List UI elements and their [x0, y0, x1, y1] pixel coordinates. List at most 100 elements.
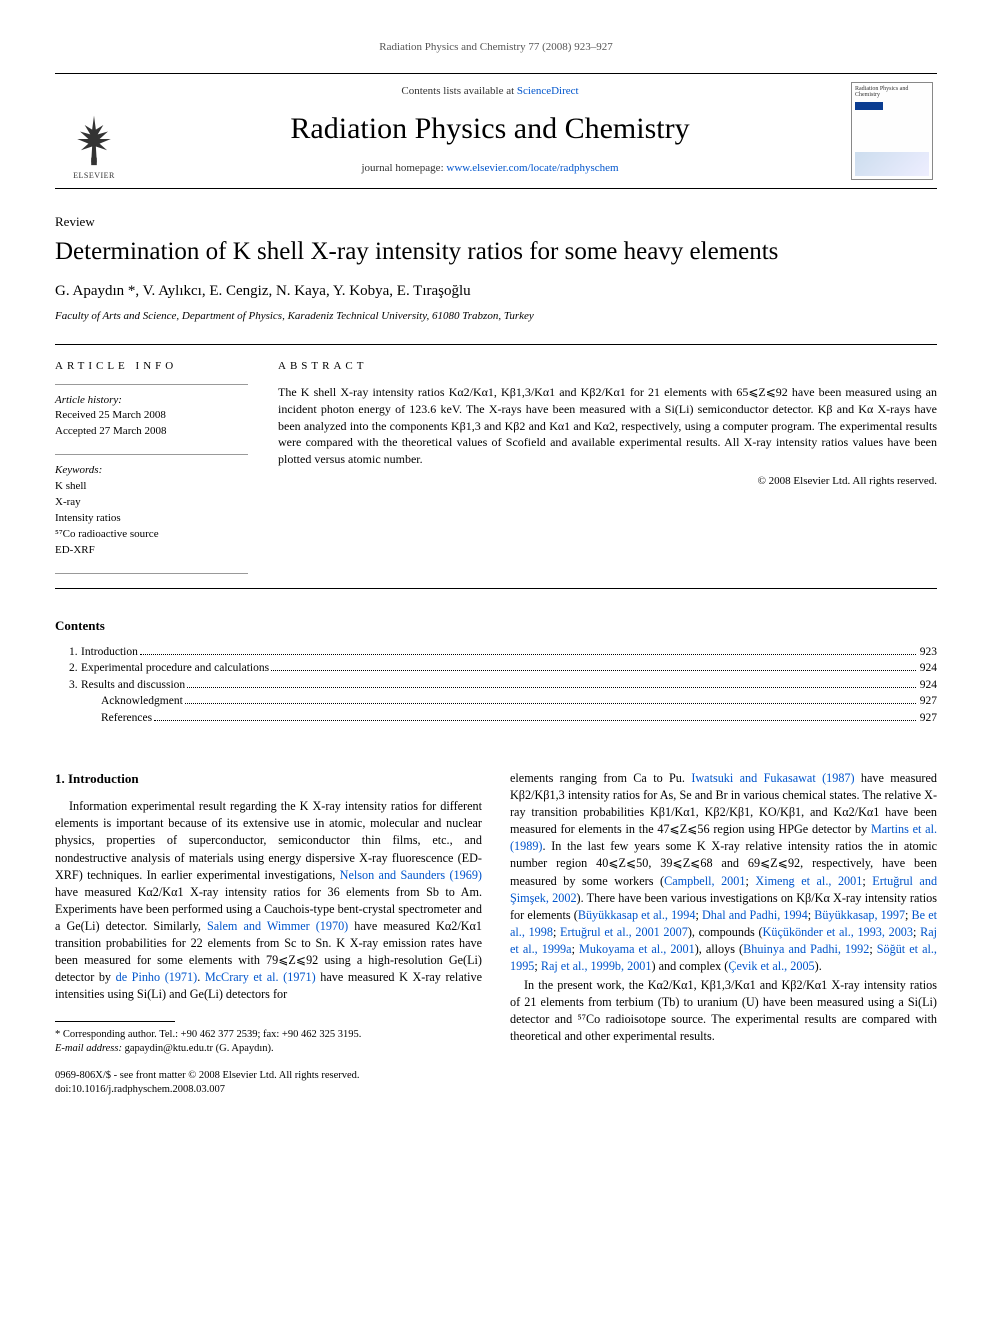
citation-link[interactable]: Bhuinya and Padhi, 1992 — [743, 942, 869, 956]
citation-link[interactable]: de Pinho (1971) — [116, 970, 198, 984]
toc-label[interactable]: Introduction — [81, 645, 138, 661]
toc-page: 924 — [920, 678, 937, 694]
text: . — [197, 970, 205, 984]
abstract-column: ABSTRACT The K shell X-ray intensity rat… — [260, 345, 937, 588]
article-info-heading: ARTICLE INFO — [55, 359, 248, 374]
accepted-date: Accepted 27 March 2008 — [55, 424, 248, 440]
cover-title: Radiation Physics and Chemistry — [855, 86, 929, 99]
citation-link[interactable]: Çevik et al., 2005 — [728, 959, 814, 973]
homepage-line: journal homepage: www.elsevier.com/locat… — [141, 161, 839, 176]
text: elements ranging from Ca to Pu. — [510, 771, 691, 785]
toc-label[interactable]: References — [101, 711, 152, 727]
toc-label[interactable]: Acknowledgment — [101, 694, 183, 710]
toc-num: 2. — [55, 661, 81, 677]
contents-prefix: Contents lists available at — [401, 85, 516, 97]
citation-link[interactable]: Ximeng et al., 2001 — [755, 874, 862, 888]
doi-line: doi:10.1016/j.radphyschem.2008.03.007 — [55, 1083, 482, 1097]
citation-link[interactable]: McCrary et al. (1971) — [205, 970, 316, 984]
article-type: Review — [55, 213, 937, 231]
toc-page: 924 — [920, 661, 937, 677]
citation-link[interactable]: Salem and Wimmer (1970) — [207, 919, 348, 933]
citation-link[interactable]: Dhal and Padhi, 1994 — [702, 908, 808, 922]
text: ), compounds ( — [688, 925, 763, 939]
sciencedirect-link[interactable]: ScienceDirect — [517, 85, 579, 97]
toc-row: Acknowledgment 927 — [55, 694, 937, 710]
keyword: K shell — [55, 479, 248, 495]
journal-cover-thumbnail: Radiation Physics and Chemistry — [851, 82, 933, 180]
citation-link[interactable]: Raj et al., 1999b, 2001 — [541, 959, 652, 973]
keyword: ED-XRF — [55, 543, 248, 559]
toc-dots — [187, 687, 916, 688]
text: ). — [815, 959, 822, 973]
toc-dots — [154, 720, 916, 721]
publisher-name: ELSEVIER — [59, 171, 129, 182]
footnotes: * Corresponding author. Tel.: +90 462 37… — [55, 1028, 482, 1056]
text: ), alloys ( — [695, 942, 743, 956]
toc-dots — [185, 703, 916, 704]
corresponding-author-note: * Corresponding author. Tel.: +90 462 37… — [55, 1028, 482, 1042]
footnote-separator — [55, 1021, 175, 1022]
text: ) and complex ( — [652, 959, 729, 973]
journal-name: Radiation Physics and Chemistry — [141, 109, 839, 150]
toc-page: 927 — [920, 711, 937, 727]
citation-link[interactable]: Mukoyama et al., 2001 — [579, 942, 695, 956]
citation-link[interactable]: Büyükkasap et al., 1994 — [578, 908, 696, 922]
toc-row: 2. Experimental procedure and calculatio… — [55, 661, 937, 677]
history-label: Article history: — [55, 393, 248, 409]
citation-link[interactable]: Campbell, 2001 — [664, 874, 745, 888]
abstract-copyright: © 2008 Elsevier Ltd. All rights reserved… — [278, 474, 937, 489]
text: ; — [553, 925, 560, 939]
article-info-column: ARTICLE INFO Article history: Received 2… — [55, 345, 260, 588]
toc-num: 1. — [55, 645, 81, 661]
toc-page: 923 — [920, 645, 937, 661]
issn-line: 0969-806X/$ - see front matter © 2008 El… — [55, 1069, 482, 1083]
toc-row: 1. Introduction 923 — [55, 645, 937, 661]
toc-row: 3. Results and discussion 924 — [55, 678, 937, 694]
front-matter-meta: 0969-806X/$ - see front matter © 2008 El… — [55, 1069, 482, 1097]
header-center: Contents lists available at ScienceDirec… — [133, 74, 847, 188]
email-address[interactable]: gapaydin@ktu.edu.tr (G. Apaydın). — [125, 1043, 274, 1054]
info-abstract-block: ARTICLE INFO Article history: Received 2… — [55, 344, 937, 589]
toc-num: 3. — [55, 678, 81, 694]
keyword: X-ray — [55, 495, 248, 511]
intro-paragraph-1: Information experimental result regardin… — [55, 798, 482, 1003]
abstract-heading: ABSTRACT — [278, 359, 937, 374]
affiliation: Faculty of Arts and Science, Department … — [55, 309, 937, 324]
citation-link[interactable]: Iwatsuki and Fukasawat (1987) — [691, 771, 854, 785]
author-list: G. Apaydın *, V. Aylıkcı, E. Cengiz, N. … — [55, 281, 937, 301]
text: ; — [745, 874, 755, 888]
publisher-logo: ELSEVIER — [55, 74, 133, 188]
toc-label[interactable]: Experimental procedure and calculations — [81, 661, 269, 677]
toc-label[interactable]: Results and discussion — [81, 678, 185, 694]
section-heading: 1. Introduction — [55, 770, 482, 788]
keyword: Intensity ratios — [55, 511, 248, 527]
table-of-contents: 1. Introduction 923 2. Experimental proc… — [55, 645, 937, 727]
elsevier-tree-icon — [66, 111, 122, 167]
toc-row: References 927 — [55, 711, 937, 727]
homepage-prefix: journal homepage: — [361, 162, 446, 174]
cover-art — [855, 152, 929, 176]
text: ; — [862, 874, 872, 888]
cover-band — [855, 102, 883, 110]
email-line: E-mail address: gapaydin@ktu.edu.tr (G. … — [55, 1042, 482, 1056]
body-two-column: 1. Introduction Information experimental… — [55, 770, 937, 1097]
keywords-block: Keywords: K shell X-ray Intensity ratios… — [55, 454, 248, 559]
keywords-label: Keywords: — [55, 463, 248, 479]
text: ; — [869, 942, 876, 956]
text: ; — [572, 942, 579, 956]
toc-dots — [271, 670, 916, 671]
running-head: Radiation Physics and Chemistry 77 (2008… — [55, 40, 937, 55]
journal-header: ELSEVIER Contents lists available at Sci… — [55, 73, 937, 189]
citation-link[interactable]: Büyükkasap, 1997 — [814, 908, 905, 922]
received-date: Received 25 March 2008 — [55, 408, 248, 424]
article-history: Article history: Received 25 March 2008 … — [55, 384, 248, 441]
info-rule — [55, 573, 248, 574]
keyword: ⁵⁷Co radioactive source — [55, 527, 248, 543]
left-column-block: 1. Introduction Information experimental… — [55, 770, 482, 1097]
citation-link[interactable]: Nelson and Saunders (1969) — [340, 868, 482, 882]
homepage-link[interactable]: www.elsevier.com/locate/radphyschem — [446, 162, 618, 174]
article-title: Determination of K shell X-ray intensity… — [55, 237, 937, 267]
citation-link[interactable]: Küçükönder et al., 1993, 2003 — [763, 925, 913, 939]
citation-link[interactable]: Ertuğrul et al., 2001 2007 — [560, 925, 688, 939]
email-label: E-mail address: — [55, 1043, 122, 1054]
